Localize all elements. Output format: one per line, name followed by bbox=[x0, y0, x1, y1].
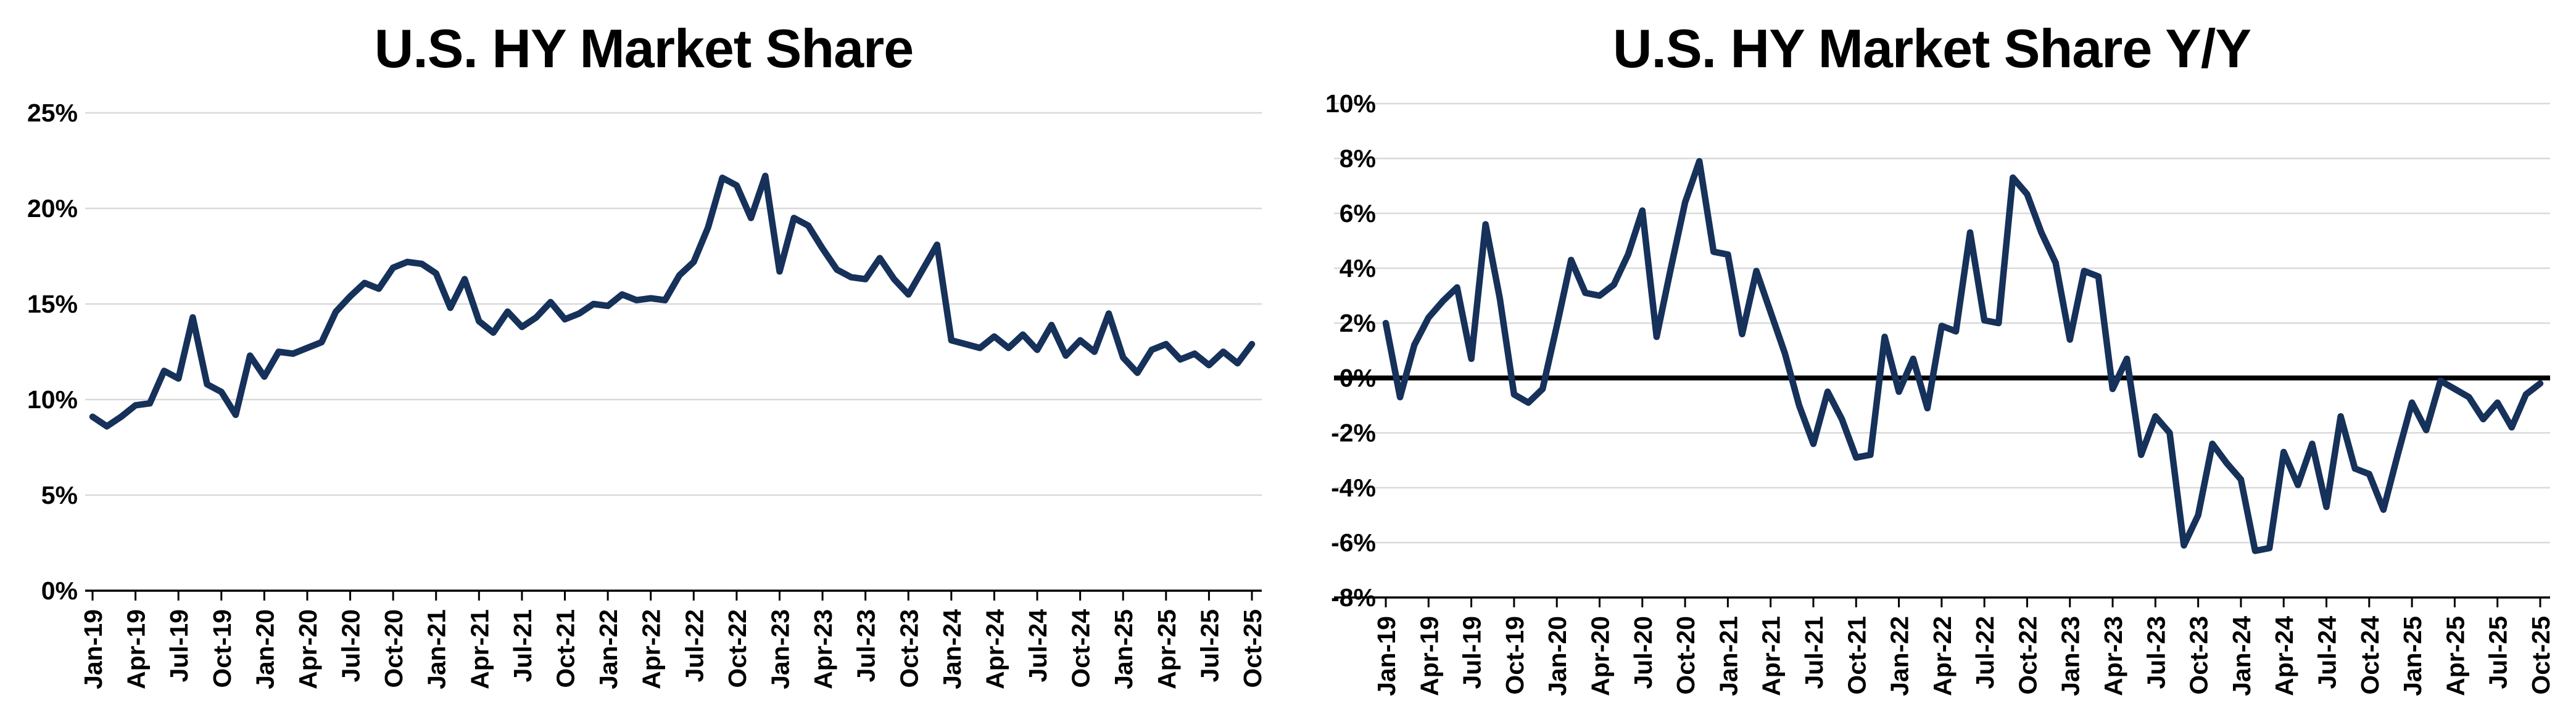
y-axis-tick-label: -2% bbox=[1331, 419, 1376, 447]
y-axis-tick-label: 10% bbox=[27, 385, 78, 414]
x-axis-tick-label: Jul-20 bbox=[1629, 616, 1657, 689]
left-chart-plot: 0% 5% 10% 15% 20% 25% Jan-19 Apr-19 Jul-19 Oct-19… bbox=[27, 99, 1267, 689]
x-axis-tick-label: Jan-20 bbox=[251, 609, 279, 689]
right-chart-plot: -8%-6%-4%-2%0%2%4%6%8%10%Jan-19 Apr-19 Jul… bbox=[1325, 89, 2555, 696]
x-axis-tick-label: Jan-25 bbox=[2398, 616, 2427, 696]
x-axis-tick-label: Jul-24 bbox=[2313, 616, 2342, 689]
x-axis-tick-label: Jan-24 bbox=[938, 609, 966, 689]
x-axis-tick-label: Jul-24 bbox=[1024, 609, 1052, 683]
x-axis-tick-label: Oct-19 bbox=[208, 609, 236, 688]
hy-market-share-chart: U.S. HY Market Share 0% 5% 10% 15% 20% 25% Jan… bbox=[27, 18, 1267, 689]
x-axis-tick-label: Apr-23 bbox=[809, 609, 837, 689]
x-axis-tick-label: Jul-19 bbox=[165, 609, 193, 683]
x-axis-tick-label: Oct-20 bbox=[379, 609, 408, 688]
x-axis-tick-label: Oct-20 bbox=[1671, 616, 1700, 695]
x-axis-tick-label: Oct-21 bbox=[552, 609, 580, 688]
x-axis-tick-label: Oct-21 bbox=[1842, 616, 1871, 695]
y-axis-tick-label: 5% bbox=[41, 481, 78, 509]
x-axis-tick-label: Oct-23 bbox=[895, 609, 923, 688]
x-axis-tick-label: Oct-25 bbox=[2527, 616, 2555, 695]
y-axis-tick-label: 0% bbox=[41, 577, 78, 605]
x-axis-tick-label: Oct-25 bbox=[1238, 609, 1267, 688]
x-axis-tick-label: Jul-25 bbox=[2484, 616, 2512, 689]
x-axis-tick-label: Jul-23 bbox=[2142, 616, 2170, 689]
x-axis-tick-label: Jul-20 bbox=[337, 609, 365, 683]
x-axis-tick-label: Jan-25 bbox=[1109, 609, 1138, 689]
x-axis-tick-label: Apr-24 bbox=[980, 609, 1009, 689]
x-axis-tick-label: Jan-20 bbox=[1543, 616, 1572, 696]
x-axis-tick-label: Apr-20 bbox=[1586, 616, 1614, 696]
y-axis-tick-label: 10% bbox=[1325, 89, 1376, 118]
data-series-line bbox=[89, 173, 1256, 430]
x-axis-tick-label: Jan-19 bbox=[79, 609, 107, 689]
x-axis-tick-label: Jul-22 bbox=[1971, 616, 1999, 689]
y-axis-tick-label: 2% bbox=[1340, 309, 1376, 337]
y-axis-tick-label: 20% bbox=[27, 194, 78, 223]
x-axis-tick-label: Jan-23 bbox=[2056, 616, 2085, 696]
x-axis-tick-label: Jan-19 bbox=[1372, 616, 1401, 696]
x-axis-tick-label: Jan-22 bbox=[594, 609, 623, 689]
x-axis-tick-label: Oct-24 bbox=[2356, 616, 2384, 695]
x-axis-tick-label: Oct-23 bbox=[2185, 616, 2213, 695]
x-axis-tick-label: Jul-23 bbox=[852, 609, 880, 683]
right-chart-title: U.S. HY Market Share Y/Y bbox=[1612, 18, 2251, 79]
data-series-line bbox=[1382, 158, 2544, 554]
x-axis-tick-label: Apr-21 bbox=[1757, 616, 1786, 696]
y-axis-tick-label: 25% bbox=[27, 99, 78, 127]
x-axis-tick-label: Jan-24 bbox=[2227, 616, 2256, 696]
x-axis-tick-label: Jan-21 bbox=[423, 609, 451, 689]
x-axis-tick-label: Apr-20 bbox=[294, 609, 322, 689]
y-axis-tick-label: -4% bbox=[1331, 474, 1376, 502]
y-axis-tick-label: -6% bbox=[1331, 528, 1376, 557]
x-axis-tick-label: Apr-25 bbox=[1153, 609, 1181, 689]
x-axis-tick-label: Apr-24 bbox=[2270, 616, 2298, 696]
x-axis-tick-label: Apr-22 bbox=[1928, 616, 1957, 696]
left-chart-title: U.S. HY Market Share bbox=[374, 18, 914, 79]
x-axis-tick-label: Apr-19 bbox=[1415, 616, 1443, 696]
x-axis-tick-label: Apr-21 bbox=[465, 609, 494, 689]
x-axis-tick-label: Jan-23 bbox=[766, 609, 794, 689]
x-axis-tick-label: Oct-22 bbox=[723, 609, 752, 688]
x-axis-tick-label: Jul-25 bbox=[1195, 609, 1224, 683]
x-axis-tick-label: Apr-22 bbox=[637, 609, 666, 689]
x-axis-tick-label: Oct-19 bbox=[1501, 616, 1529, 695]
x-axis-tick-label: Jul-22 bbox=[680, 609, 708, 683]
x-axis-tick-label: Jul-21 bbox=[1800, 616, 1828, 689]
x-axis-tick-label: Apr-25 bbox=[2441, 616, 2469, 696]
x-axis-tick-label: Jan-21 bbox=[1714, 616, 1742, 696]
y-axis-tick-label: 15% bbox=[27, 290, 78, 318]
y-axis-tick-label: 6% bbox=[1340, 199, 1376, 228]
x-axis-tick-label: Jan-22 bbox=[1886, 616, 1914, 696]
y-axis-tick-label: 4% bbox=[1340, 254, 1376, 282]
x-axis-tick-label: Oct-24 bbox=[1067, 609, 1095, 688]
x-axis-tick-label: Jul-19 bbox=[1458, 616, 1486, 689]
y-axis-tick-label: 8% bbox=[1340, 144, 1376, 173]
hy-market-share-yoy-chart: U.S. HY Market Share Y/Y -8% -6% -4% -2% 0% 2… bbox=[1288, 0, 2576, 706]
x-axis-tick-label: Oct-22 bbox=[2013, 616, 2042, 695]
x-axis-tick-label: Jul-21 bbox=[508, 609, 537, 683]
x-axis-tick-label: Apr-19 bbox=[122, 609, 151, 689]
x-axis-tick-label: Apr-23 bbox=[2099, 616, 2127, 696]
